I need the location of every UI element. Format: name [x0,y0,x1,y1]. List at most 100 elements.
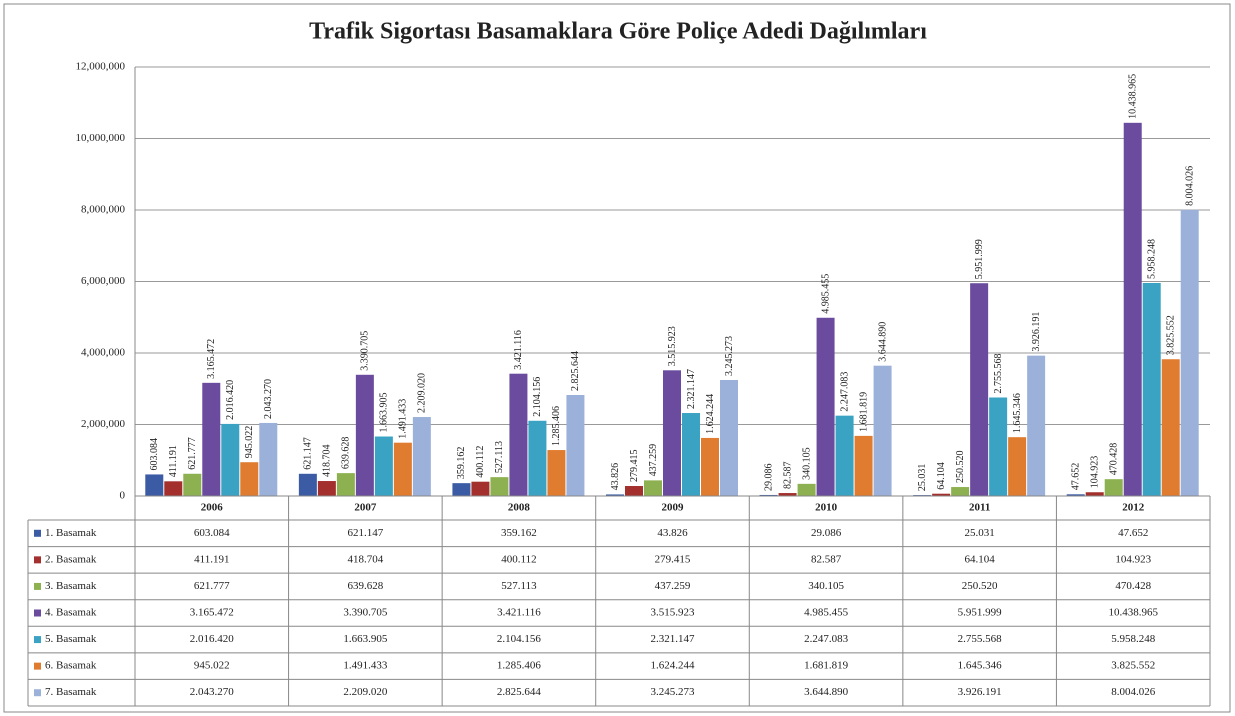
table-cell: 8.004.026 [1111,686,1156,698]
table-cell: 3.825.552 [1111,660,1155,672]
chart-border [3,3,1231,713]
bar [566,394,585,496]
value-label: 43.826 [610,463,621,491]
bar [663,370,681,496]
value-label: 104.923 [1090,456,1101,489]
value-label: 1.681.819 [858,392,869,432]
value-label: 2.104.156 [532,377,543,417]
table-cell: 43.826 [657,527,688,539]
table-cell: 437.259 [655,580,691,592]
table-cell: 3.515.923 [651,607,696,619]
bar [412,417,431,496]
bar [259,422,278,496]
value-label: 1.285.406 [551,406,562,446]
bar [1104,479,1123,496]
bar [202,382,221,496]
bar [509,373,528,496]
bar [951,487,970,496]
table-cell: 3.421.116 [497,607,541,619]
value-label: 400.112 [475,446,486,478]
table-cell: 5.958.248 [1111,633,1156,645]
value-label: 621.777 [187,437,198,470]
bar [932,493,951,496]
legend-label: 1. Basamak [45,527,97,539]
value-label: 29.086 [763,463,774,491]
x-tick-label: 2006 [201,502,224,514]
value-label: 5.951.999 [974,239,985,279]
bar [490,477,509,496]
value-label: 250.520 [955,451,966,484]
table-cell: 400.112 [501,553,536,565]
table-cell: 470.428 [1115,580,1151,592]
table-cell: 945.022 [194,660,230,672]
bar [336,473,355,496]
value-label: 621.147 [303,437,314,470]
chart-title: Trafik Sigortası Basamaklara Göre Poliçe… [309,19,927,45]
value-label: 64.104 [936,462,947,490]
value-label: 4.985.455 [820,274,831,314]
table-cell: 3.245.273 [651,686,696,698]
legend-label: 7. Basamak [45,686,97,698]
y-tick-label: 2,000,000 [81,418,126,430]
y-tick-label: 12,000,000 [76,61,126,73]
value-label: 5.958.248 [1147,239,1158,279]
table-cell: 25.031 [965,527,995,539]
table-cell: 250.520 [962,580,998,592]
value-label: 2.016.420 [225,380,236,420]
bar [682,413,700,496]
bar [854,435,873,496]
table-cell: 2.825.644 [497,686,542,698]
bar [1161,359,1180,496]
bar [1123,122,1142,496]
bar [317,481,336,496]
table-cell: 340.105 [808,580,844,592]
bar [528,420,547,496]
bar [221,423,240,496]
bar [374,436,393,496]
bar [164,481,183,496]
bar [393,442,412,496]
bar [720,379,738,496]
bar [644,480,662,496]
legend-swatch [34,556,41,564]
value-label: 411.191 [168,445,179,477]
table-cell: 639.628 [347,580,383,592]
value-label: 527.113 [494,441,505,473]
table-cell: 418.704 [347,553,383,565]
value-label: 3.644.890 [877,322,888,362]
value-label: 2.209.020 [417,373,428,413]
value-label: 1.663.905 [379,393,390,433]
table-cell: 2.247.083 [804,633,849,645]
y-tick-label: 8,000,000 [81,204,126,216]
value-label: 82.587 [782,462,793,490]
table-cell: 1.285.406 [497,660,542,672]
table-cell: 5.951.999 [958,607,1003,619]
value-label: 3.515.923 [667,326,678,366]
bar [1008,437,1027,496]
table-cell: 4.985.455 [804,607,849,619]
value-label: 3.421.116 [513,330,524,370]
x-tick-label: 2008 [508,502,531,514]
bar [240,462,259,496]
table-cell: 29.086 [811,527,842,539]
table-cell: 603.084 [194,527,230,539]
value-label: 1.624.244 [705,394,716,434]
x-tick-label: 2012 [1122,502,1145,514]
bar [1085,492,1104,496]
value-label: 8.004.026 [1185,166,1196,206]
legend-label: 3. Basamak [45,580,97,592]
value-label: 359.162 [456,447,467,480]
value-label: 3.245.273 [724,336,735,376]
bar [797,483,816,496]
legend-label: 2. Basamak [45,553,97,565]
value-label: 603.084 [149,438,160,471]
bar [1027,355,1046,496]
bar [452,483,471,496]
value-label: 2.825.644 [570,351,581,391]
bar [606,494,624,496]
y-tick-label: 0 [120,490,126,502]
y-tick-label: 6,000,000 [81,275,126,287]
x-tick-label: 2011 [969,502,990,514]
bar [759,494,778,496]
bar [816,317,835,496]
